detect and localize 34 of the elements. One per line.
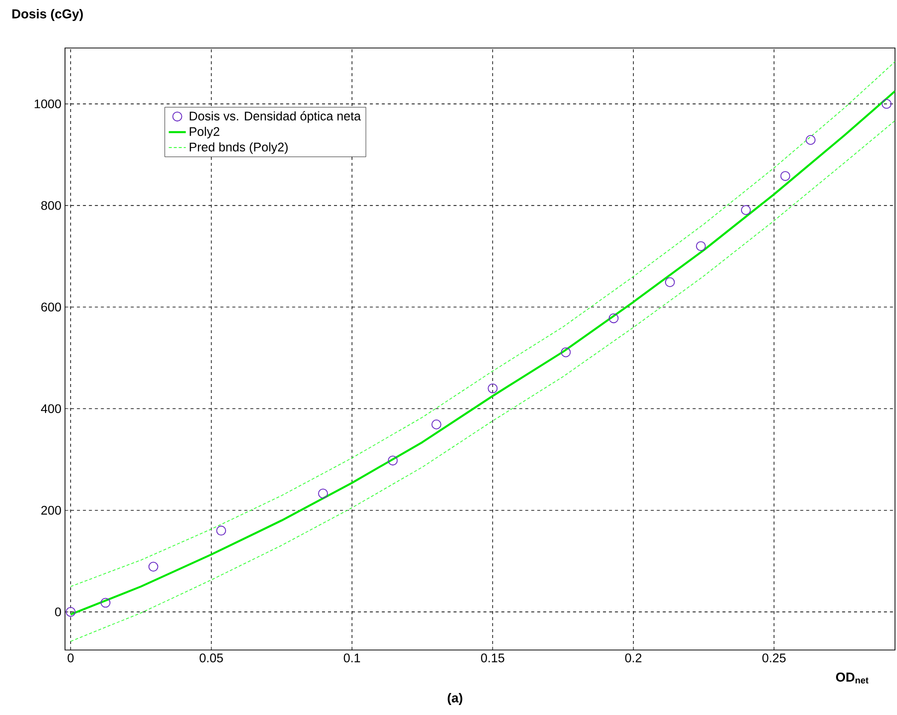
legend-label: Dosis vs. Densidad óptica neta	[190, 111, 361, 123]
point	[66, 606, 76, 617]
y-tick-label: 600	[41, 302, 61, 312]
legend-label: Poly2	[190, 126, 220, 138]
x-tick-label: 0.25	[762, 654, 786, 662]
point	[488, 383, 498, 394]
point	[148, 562, 158, 572]
x-axis-title: OD$_{net}$	[836, 672, 868, 684]
y-tick-label: 800	[41, 201, 61, 210]
point	[560, 347, 571, 358]
x-tick-label: 0.2	[625, 654, 642, 662]
point	[431, 420, 442, 430]
point	[216, 526, 226, 536]
point	[664, 277, 675, 288]
point	[608, 313, 619, 324]
point	[780, 171, 790, 181]
point	[318, 488, 328, 498]
y-tick-label: 400	[40, 404, 61, 414]
point	[696, 241, 706, 252]
point	[806, 135, 816, 145]
point	[388, 456, 398, 466]
y-tick-label: 0	[55, 607, 61, 616]
y-tick-label: 200	[41, 506, 61, 515]
legend-label: Pred bnds (Poly2)	[190, 142, 288, 154]
x-tick-label: 0.1	[344, 654, 360, 662]
text: (a)	[448, 692, 462, 706]
x-tick-label: 0.15	[481, 654, 504, 662]
point	[740, 205, 751, 215]
y-axis-title: Dosis (cGy)	[12, 8, 83, 22]
point	[882, 98, 892, 109]
point	[100, 598, 110, 608]
x-tick-label: 0.05	[200, 654, 223, 662]
x-tick-label: 0	[68, 654, 74, 662]
y-tick-label: 1000	[34, 99, 61, 108]
